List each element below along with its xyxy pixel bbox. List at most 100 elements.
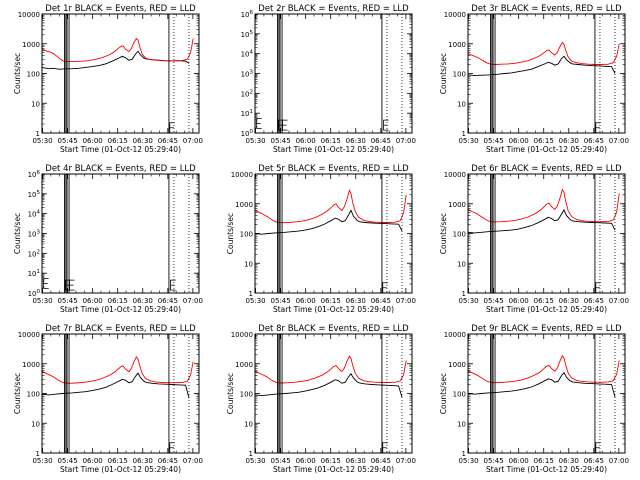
- detector-panel: 1 10 100 1000 10000 05:30 05:45 06:00 06:15 06:30…: [439, 324, 629, 474]
- x-tick-label: 07:00: [396, 297, 416, 305]
- x-tick-label: 05:45: [271, 297, 291, 305]
- x-tick-label: 06:45: [371, 457, 391, 465]
- panel-title: Det 4r BLACK = Events, RED = LLD: [45, 164, 196, 174]
- lld-series-line: [467, 41, 620, 65]
- x-tick-label: 05:30: [32, 457, 52, 465]
- detector-panel: 1 10 100 1000 10000 05:30 05:45 06:00 06:15 06:30…: [439, 164, 629, 314]
- x-tick-label: 06:00: [296, 297, 316, 305]
- x-tick-label: 06:00: [509, 137, 529, 145]
- detector-panel: 1 10 100 1000 10000 05:30 05:45 06:00 06:15 06:30…: [226, 324, 416, 474]
- lld-series-line: [41, 356, 194, 384]
- x-tick-label: 06:30: [346, 457, 366, 465]
- y-tick-label: 10: [457, 260, 466, 268]
- y-tick-label: 1000: [235, 201, 253, 209]
- y-axis-label: Counts/sec: [13, 53, 22, 94]
- y-tick-label: 1000: [22, 361, 40, 369]
- y-tick-label: 105: [28, 190, 41, 199]
- x-tick-label: 05:45: [484, 137, 504, 145]
- x-tick-label: 06:15: [108, 297, 128, 305]
- x-tick-label: 05:30: [458, 137, 478, 145]
- x-tick-label: 06:15: [534, 457, 554, 465]
- x-tick-label: 06:00: [83, 457, 103, 465]
- x-tick-label: 06:30: [133, 137, 153, 145]
- y-tick-label: 101: [241, 109, 253, 118]
- y-tick-label: 10000: [18, 331, 40, 339]
- y-tick-label: 104: [28, 210, 41, 219]
- y-tick-label: 10: [457, 420, 466, 428]
- y-tick-label: 1: [462, 450, 466, 458]
- y-axis-label: Counts/sec: [439, 373, 448, 414]
- x-axis-label: Start Time (01-Oct-12 05:29:40): [60, 305, 181, 314]
- x-tick-label: 06:15: [321, 137, 341, 145]
- y-tick-label: 100: [241, 129, 254, 138]
- y-tick-label: 1: [249, 450, 253, 458]
- detector-panel: 1 10 100 1000 10000 05:30 05:45 06:00 06:15 06:30…: [439, 4, 629, 154]
- x-tick-label: 06:15: [321, 457, 341, 465]
- y-tick-label: 1000: [235, 361, 253, 369]
- x-tick-label: 07:00: [609, 457, 629, 465]
- panel-title: Det 2r BLACK = Events, RED = LLD: [258, 4, 409, 14]
- x-tick-label: 06:00: [296, 137, 316, 145]
- panel-title: Det 5r BLACK = Events, RED = LLD: [258, 164, 409, 174]
- y-tick-label: 10: [457, 100, 466, 108]
- events-series-line: [254, 209, 403, 235]
- detector-panel: 100 101 102 103 104 105 106 05:30 05:45 06:00 06:1…: [13, 164, 203, 314]
- x-tick-label: 05:45: [484, 457, 504, 465]
- y-tick-label: 100: [28, 289, 41, 298]
- x-tick-label: 06:15: [108, 457, 128, 465]
- y-tick-label: 10000: [231, 171, 253, 179]
- y-tick-label: 106: [28, 170, 41, 179]
- x-tick-label: 06:45: [158, 297, 178, 305]
- x-tick-label: 06:00: [83, 137, 103, 145]
- y-axis-label: Counts/sec: [226, 373, 235, 414]
- y-tick-label: 1: [462, 290, 466, 298]
- y-tick-label: 1: [36, 450, 40, 458]
- x-tick-label: 05:30: [32, 297, 52, 305]
- x-tick-label: 06:15: [534, 297, 554, 305]
- x-tick-label: 06:45: [584, 297, 604, 305]
- x-tick-label: 06:15: [321, 297, 341, 305]
- x-tick-label: 05:45: [271, 137, 291, 145]
- x-tick-label: 05:30: [245, 137, 265, 145]
- y-tick-label: 102: [28, 249, 40, 258]
- x-tick-label: 05:30: [458, 457, 478, 465]
- x-tick-label: 06:00: [509, 297, 529, 305]
- x-axis-label: Start Time (01-Oct-12 05:29:40): [486, 465, 607, 474]
- events-series-line: [254, 372, 403, 398]
- events-series-line: [467, 55, 616, 77]
- x-tick-label: 06:00: [509, 457, 529, 465]
- y-tick-label: 10: [244, 420, 253, 428]
- bracket-marker: [383, 119, 389, 131]
- x-tick-label: 06:30: [133, 297, 153, 305]
- events-series-line: [467, 371, 616, 398]
- events-series-line: [41, 372, 190, 399]
- y-tick-label: 1000: [448, 41, 466, 49]
- x-axis-label: Start Time (01-Oct-12 05:29:40): [60, 145, 181, 154]
- y-tick-label: 10000: [18, 11, 40, 19]
- x-tick-label: 06:30: [559, 297, 579, 305]
- panel-title: Det 3r BLACK = Events, RED = LLD: [471, 4, 622, 14]
- y-tick-label: 100: [453, 231, 466, 239]
- y-tick-label: 1000: [22, 41, 40, 49]
- detector-panel: 100 101 102 103 104 105 106 05:30 05:45 06:00 06:1…: [241, 4, 416, 154]
- detector-panel: 1 10 100 1000 10000 05:30 05:45 06:00 06:15 06:30…: [13, 324, 203, 474]
- y-tick-label: 1: [36, 130, 40, 138]
- y-axis-label: Counts/sec: [226, 213, 235, 254]
- y-tick-label: 103: [241, 70, 254, 79]
- events-series-line: [467, 208, 616, 234]
- x-tick-label: 06:00: [296, 457, 316, 465]
- x-tick-label: 05:45: [58, 297, 78, 305]
- x-tick-label: 06:15: [534, 137, 554, 145]
- x-tick-label: 06:45: [158, 137, 178, 145]
- lld-series-line: [467, 354, 620, 384]
- y-tick-label: 10: [31, 420, 40, 428]
- y-tick-label: 100: [453, 71, 466, 79]
- y-tick-label: 1000: [448, 201, 466, 209]
- x-tick-label: 05:30: [245, 297, 265, 305]
- y-tick-label: 100: [453, 391, 466, 399]
- y-tick-label: 100: [240, 231, 253, 239]
- y-tick-label: 100: [27, 391, 40, 399]
- y-tick-label: 100: [240, 391, 253, 399]
- y-tick-label: 104: [241, 50, 254, 59]
- y-axis-label: Counts/sec: [13, 213, 22, 254]
